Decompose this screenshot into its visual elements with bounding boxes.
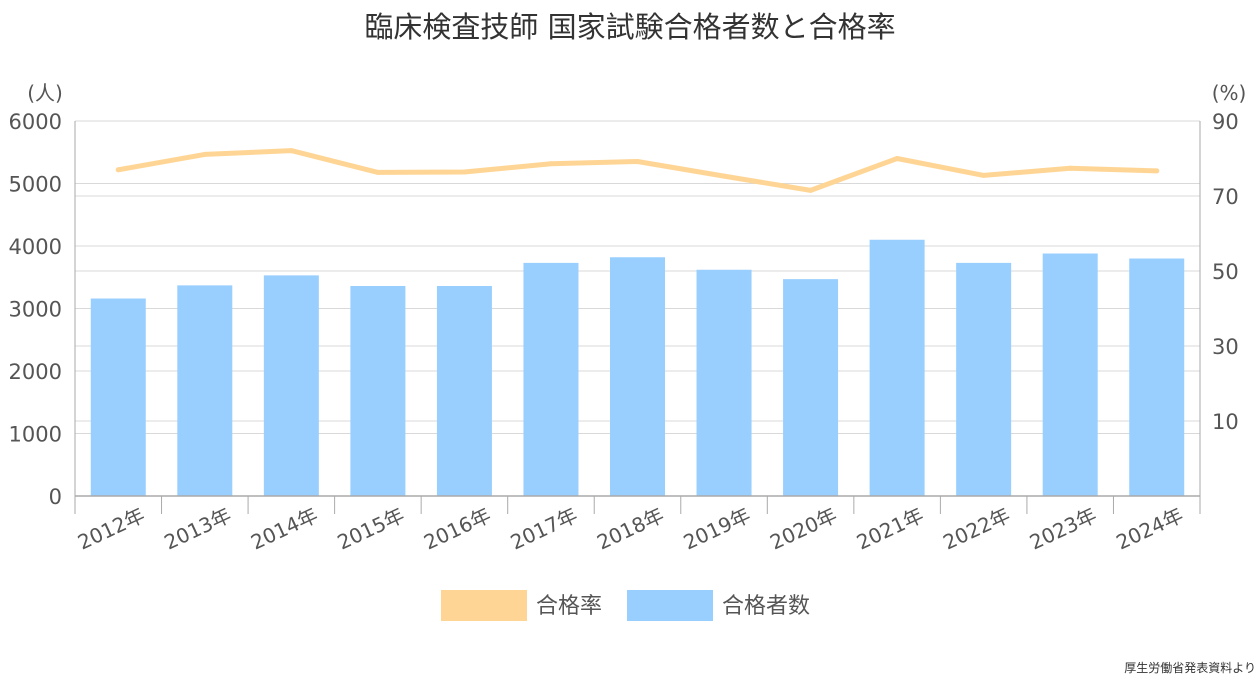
y-right-tick-label: 50 bbox=[1212, 260, 1239, 284]
legend-item-passers-swatch bbox=[627, 590, 713, 621]
bar bbox=[1129, 258, 1185, 496]
x-tick-label: 2022年 bbox=[939, 503, 1013, 555]
x-tick-label: 2013年 bbox=[161, 503, 235, 555]
bar bbox=[523, 262, 579, 496]
bar-layer bbox=[90, 239, 1185, 496]
left-axis-unit: (人) bbox=[27, 81, 63, 105]
legend-item-passers-label: 合格者数 bbox=[722, 594, 810, 619]
y-left-tick-label: 5000 bbox=[9, 173, 62, 197]
bar bbox=[90, 298, 146, 496]
bar bbox=[696, 269, 752, 496]
y-left-tick-label: 2000 bbox=[9, 360, 62, 384]
legend-item-pass-rate-label: 合格率 bbox=[536, 594, 602, 619]
line-point bbox=[721, 173, 727, 179]
bar bbox=[783, 279, 839, 496]
bar bbox=[610, 257, 665, 496]
bar bbox=[177, 285, 233, 496]
legend: 合格率 合格者数 bbox=[441, 590, 810, 621]
line-point bbox=[808, 187, 814, 193]
x-tick-label: 2021年 bbox=[853, 503, 927, 555]
line-point bbox=[375, 169, 381, 175]
line-point bbox=[202, 151, 208, 157]
bar bbox=[956, 262, 1012, 496]
series-line-pass-rate bbox=[115, 148, 1160, 193]
x-tick-label: 2014年 bbox=[247, 503, 321, 555]
line-point bbox=[548, 161, 554, 167]
bar bbox=[350, 286, 406, 496]
line-layer bbox=[115, 148, 1160, 193]
bar bbox=[436, 286, 492, 496]
y-left-tick-label: 6000 bbox=[9, 110, 62, 134]
y-left-tick-label: 1000 bbox=[9, 423, 62, 447]
line-point bbox=[288, 148, 294, 154]
y-left-tick-label: 4000 bbox=[9, 235, 62, 259]
y-left-tick-label: 3000 bbox=[9, 298, 62, 322]
line-point bbox=[894, 156, 900, 161]
x-tick-label: 2018年 bbox=[593, 503, 667, 555]
x-tick-label: 2015年 bbox=[334, 503, 408, 555]
x-tick-label: 2024年 bbox=[1112, 503, 1186, 555]
line-point bbox=[1067, 165, 1073, 171]
line-point bbox=[115, 167, 121, 173]
line-point bbox=[461, 169, 467, 175]
bar bbox=[1042, 253, 1098, 496]
x-tick-label: 2023年 bbox=[1026, 503, 1100, 555]
line-point bbox=[635, 159, 640, 164]
source-note: 厚生労働省発表資料より bbox=[1124, 661, 1256, 675]
x-tick-label: 2020年 bbox=[766, 503, 840, 555]
right-axis-unit: (%) bbox=[1212, 81, 1247, 105]
x-tick-label: 2016年 bbox=[420, 503, 494, 555]
y-right-tick-label: 10 bbox=[1212, 410, 1239, 434]
y-right-tick-label: 30 bbox=[1212, 335, 1239, 359]
y-right-tick-label: 90 bbox=[1212, 110, 1239, 134]
chart-title: 臨床検査技師 国家試験合格者数と合格率 bbox=[364, 10, 895, 44]
y-left-tick-label: 0 bbox=[49, 485, 62, 509]
bar bbox=[869, 239, 925, 496]
line-point bbox=[1154, 168, 1160, 174]
bar bbox=[263, 275, 319, 496]
legend-item-pass-rate-swatch bbox=[441, 590, 527, 621]
y-right-tick-label: 70 bbox=[1212, 185, 1239, 209]
x-tick-label: 2019年 bbox=[680, 503, 754, 555]
x-tick-label: 2017年 bbox=[507, 503, 581, 555]
x-tick-label: 2012年 bbox=[74, 503, 148, 555]
line-point bbox=[981, 172, 987, 178]
